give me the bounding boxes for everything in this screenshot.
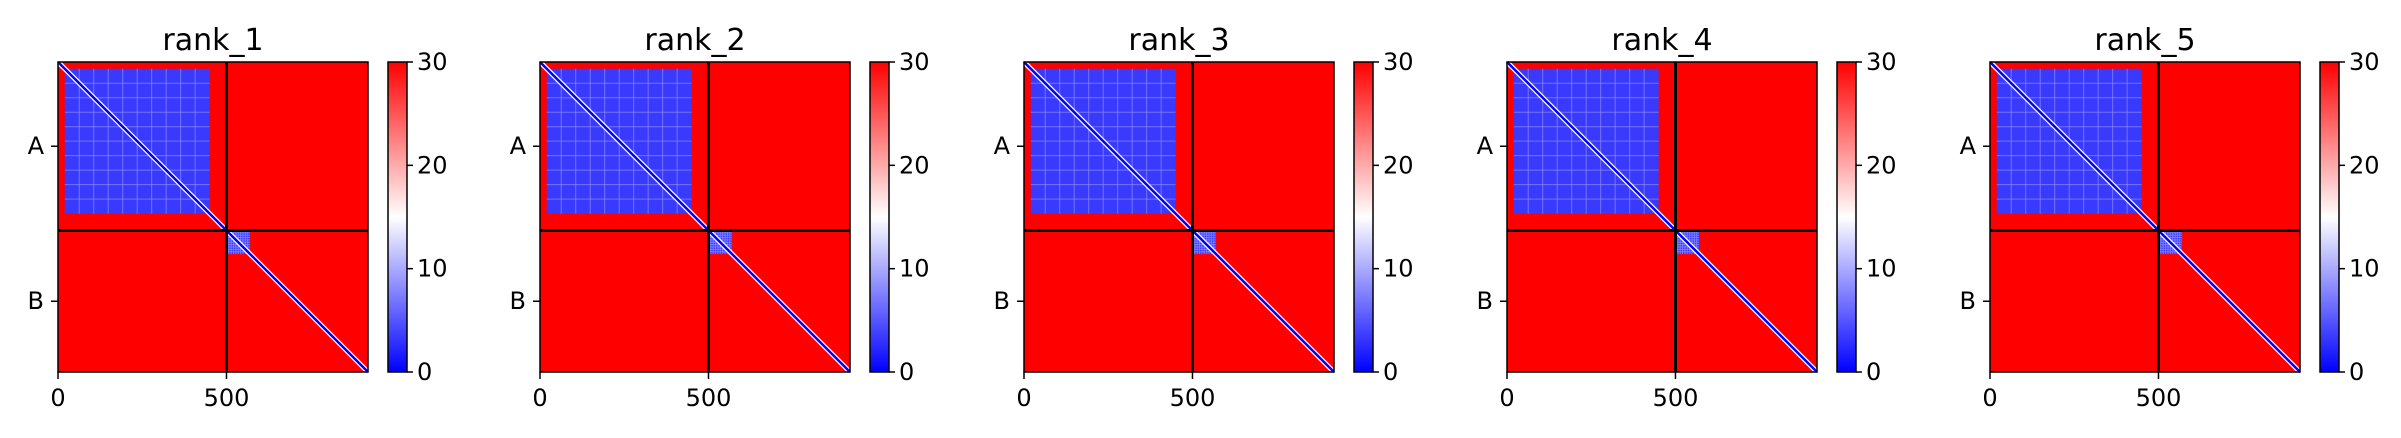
x-tick-label: 0 (1982, 384, 1997, 412)
colorbar-tick-label: 30 (417, 48, 448, 76)
panel-title: rank_1 (162, 23, 263, 58)
colorbar-tick-label: 0 (2349, 358, 2364, 386)
colorbar-tick-label: 10 (417, 255, 448, 283)
pae-panel-2: rank_2 0 500 A B 0 10 20 30 (510, 23, 930, 412)
colorbar-tick-label: 0 (417, 358, 432, 386)
y-tick-label: A (510, 132, 527, 160)
colorbar (869, 61, 890, 373)
x-tick-label: 500 (686, 384, 732, 412)
colorbar-tick-label: 10 (1866, 255, 1897, 283)
panel-title: rank_3 (1128, 23, 1229, 58)
x-tick-label: 0 (1499, 384, 1514, 412)
heatmap-frame (1023, 61, 1335, 373)
colorbar (2319, 61, 2340, 373)
x-tick-label: 500 (1170, 384, 1216, 412)
y-tick-label: A (1477, 132, 1494, 160)
colorbar-tick-label: 30 (2349, 48, 2380, 76)
colorbar-tick-label: 20 (417, 151, 448, 179)
panel-title: rank_2 (644, 23, 745, 58)
x-tick-label: 0 (1016, 384, 1031, 412)
pae-panel-4: rank_4 0 500 A B 0 10 20 30 (1477, 23, 1897, 412)
y-tick-label: B (510, 287, 526, 315)
colorbar (1836, 61, 1857, 373)
colorbar-tick-label: 10 (899, 255, 930, 283)
pae-panel-5: rank_5 0 500 A B 0 10 20 30 (1960, 23, 2380, 412)
colorbar-tick-label: 10 (2349, 255, 2380, 283)
colorbar-tick-label: 10 (1383, 255, 1414, 283)
x-tick-label: 500 (1653, 384, 1699, 412)
y-tick-label: B (28, 287, 44, 315)
heatmap-frame (1506, 61, 1818, 373)
panel-title: rank_5 (2094, 23, 2195, 58)
colorbar-tick-label: 0 (1383, 358, 1398, 386)
y-tick-label: A (1960, 132, 1977, 160)
y-tick-label: A (994, 132, 1011, 160)
heatmap-frame (57, 61, 369, 373)
y-tick-label: A (28, 132, 45, 160)
y-tick-label: B (1960, 287, 1976, 315)
x-tick-label: 500 (204, 384, 250, 412)
colorbar (387, 61, 408, 373)
colorbar-tick-label: 30 (899, 48, 930, 76)
colorbar-tick-label: 20 (2349, 151, 2380, 179)
x-tick-label: 0 (532, 384, 547, 412)
colorbar-tick-label: 20 (899, 151, 930, 179)
heatmap-frame (539, 61, 851, 373)
colorbar-tick-label: 20 (1383, 151, 1414, 179)
x-tick-label: 500 (2136, 384, 2182, 412)
heatmap-frame (1989, 61, 2301, 373)
x-tick-label: 0 (50, 384, 65, 412)
diagonal-line (1023, 61, 1335, 373)
pae-panel-3: rank_3 0 500 A B 0 10 20 30 (994, 23, 1414, 412)
colorbar-tick-label: 20 (1866, 151, 1897, 179)
diagonal-line (539, 61, 851, 373)
panel-title: rank_4 (1611, 23, 1712, 58)
colorbar-tick-label: 0 (1866, 358, 1881, 386)
colorbar (1353, 61, 1374, 373)
pae-panel-1: rank_1 0 500 A B 0 10 20 30 (28, 23, 448, 412)
colorbar-tick-label: 30 (1866, 48, 1897, 76)
diagonal-line (1989, 61, 2301, 373)
diagonal-line (1506, 61, 1818, 373)
diagonal-line (57, 61, 369, 373)
y-tick-label: B (1477, 287, 1493, 315)
colorbar-tick-label: 0 (899, 358, 914, 386)
colorbar-tick-label: 30 (1383, 48, 1414, 76)
y-tick-label: B (994, 287, 1010, 315)
